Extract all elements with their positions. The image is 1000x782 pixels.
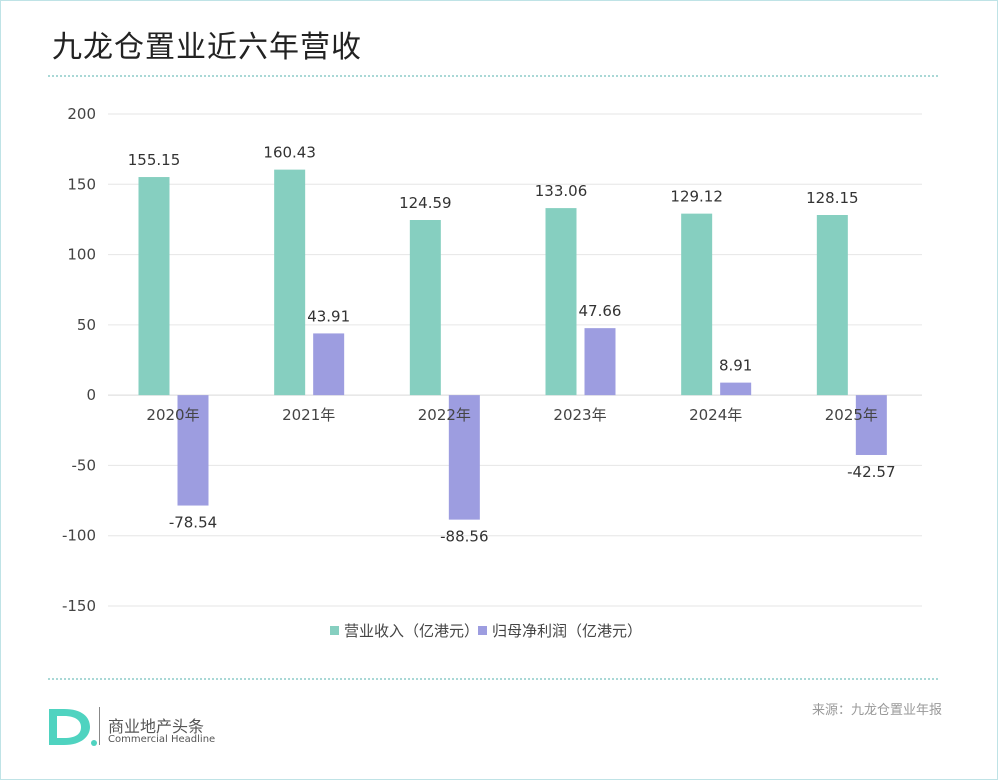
- data-label: 129.12: [670, 188, 723, 206]
- data-label: 8.91: [719, 357, 752, 375]
- legend-label: 归母净利润（亿港元）: [492, 622, 642, 640]
- bar: [409, 220, 441, 396]
- bar: [313, 333, 345, 396]
- data-label: 128.15: [806, 189, 859, 207]
- bar: [177, 395, 209, 506]
- bar: [855, 395, 887, 455]
- source-note: 来源：九龙仓置业年报: [811, 703, 942, 718]
- y-tick-label: -100: [62, 527, 96, 545]
- legend-swatch: [330, 626, 339, 635]
- chart-canvas: 200 150 100 50 0 -50 -100 -150 155.15 -78.54 2020年…: [62, 105, 922, 640]
- y-tick-label: -50: [72, 456, 97, 474]
- logo-divider: [99, 707, 100, 745]
- x-tick-label: 2021年: [282, 406, 335, 424]
- x-tick-label: 2020年: [146, 406, 199, 424]
- logo-chinese-name: 商业地产头条: [108, 717, 205, 736]
- y-tick-label: 100: [67, 246, 96, 264]
- data-label: 43.91: [307, 307, 350, 325]
- data-label: -78.54: [169, 514, 217, 532]
- y-tick-label: 200: [67, 105, 96, 123]
- bar: [138, 177, 170, 396]
- y-tick-label: 0: [86, 386, 96, 404]
- bar: [545, 208, 577, 396]
- y-tick-label: -150: [62, 597, 96, 615]
- data-label: 133.06: [535, 182, 588, 200]
- logo-d-icon: [49, 709, 97, 746]
- legend-label: 营业收入（亿港元）: [344, 622, 479, 640]
- data-label: -88.56: [440, 528, 488, 546]
- x-tick-label: 2022年: [418, 406, 471, 424]
- page-title: 九龙仓置业近六年营收: [52, 30, 362, 65]
- data-label: 47.66: [579, 302, 622, 320]
- data-label: 124.59: [399, 194, 452, 212]
- bar: [720, 382, 752, 396]
- bar: [584, 328, 616, 396]
- x-tick-label: 2023年: [553, 406, 606, 424]
- x-tick-label: 2024年: [689, 406, 742, 424]
- x-tick-label: 2025年: [825, 406, 878, 424]
- bar: [274, 169, 306, 396]
- data-label: 155.15: [128, 151, 181, 169]
- logo-english-name: Commercial Headline: [108, 734, 216, 745]
- bottom-divider: [48, 678, 938, 680]
- bar: [816, 215, 848, 396]
- y-tick-label: 50: [77, 316, 96, 334]
- bar: [681, 213, 713, 396]
- data-label: 160.43: [263, 144, 316, 162]
- bar: [448, 395, 480, 520]
- top-divider: [48, 75, 938, 77]
- data-label: -42.57: [847, 463, 895, 481]
- y-tick-label: 150: [67, 175, 96, 193]
- legend-swatch: [478, 626, 487, 635]
